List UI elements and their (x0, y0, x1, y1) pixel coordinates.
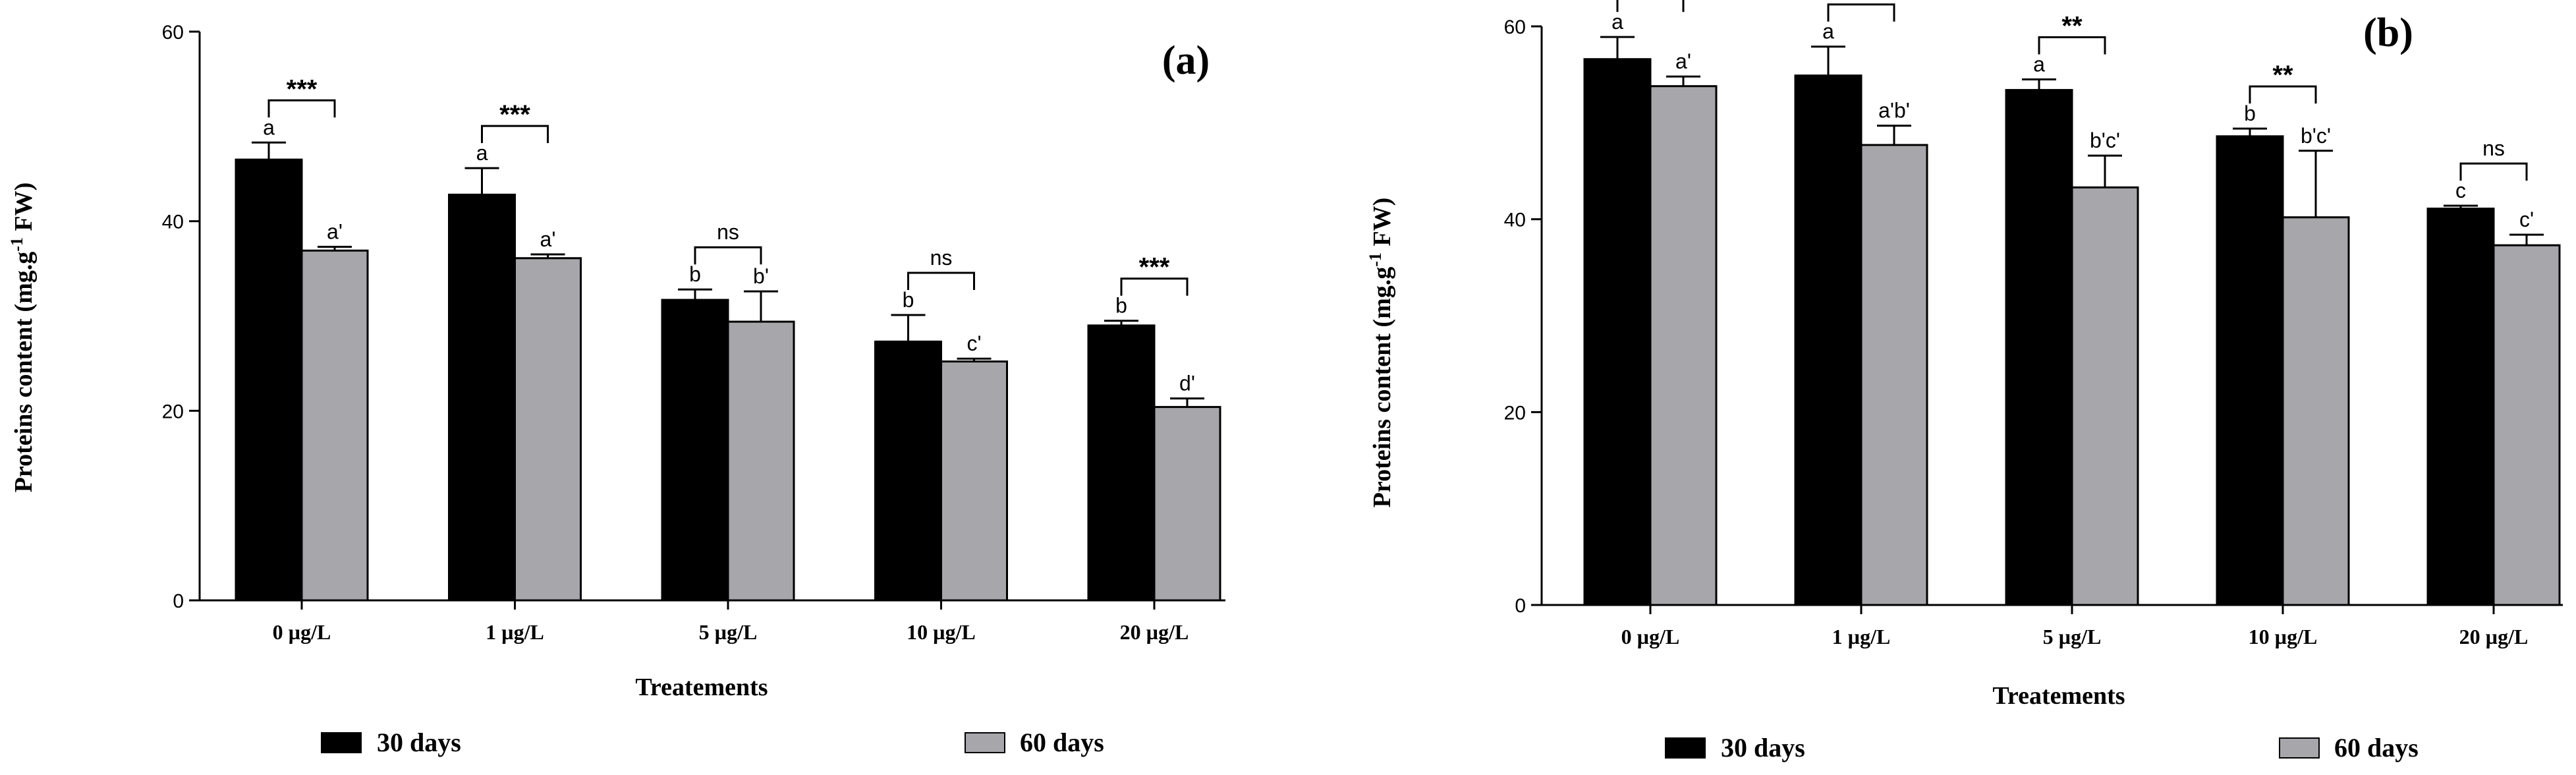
chart-a-y-tick-label: 0 (173, 590, 184, 612)
chart-b-letter-label: a (1611, 10, 1623, 34)
chart-a-significance-label: *** (1139, 253, 1170, 282)
chart-a-bar-60-days (727, 320, 795, 602)
chart-b-significance-label: * (1856, 0, 1866, 8)
chart-b-bar-30-days (2216, 135, 2284, 606)
legend-label-60-days: 60 days (1020, 728, 1104, 757)
chart-a-x-axis-label: Treatements (635, 674, 768, 701)
chart-a-y-tick-label: 60 (162, 22, 184, 43)
chart-panel-b: 0 20 40 60 0 µg/L a a' ns 1 µg/L a a'b' * 5 µg/L a b'c… (1366, 0, 2563, 710)
chart-b-panel-label: (b) (2363, 11, 2413, 55)
chart-b-bar-60-days (1649, 85, 1718, 606)
chart-b-y-tick-label: 0 (1515, 595, 1526, 617)
chart-b-x-axis-label: Treatements (1992, 682, 2125, 710)
chart-b-y-tick-label: 40 (1504, 210, 1526, 231)
chart-b-bar-60-days (2492, 244, 2561, 606)
legend-label-60-days: 60 days (2334, 733, 2419, 762)
chart-b-category-label: 10 µg/L (2249, 625, 2318, 648)
chart-b-letter-label: a (1822, 20, 1834, 43)
chart-b-bar-30-days (2005, 89, 2073, 606)
chart-a-letter-label: a (476, 141, 488, 165)
chart-b-letter-label: b'c' (2090, 129, 2120, 152)
chart-panel-a: 0 20 40 60 0 µg/L a a' *** 1 µg/L a a' *** 5 µg/L b b'… (7, 22, 1225, 701)
chart-b-category-label: 0 µg/L (1621, 625, 1680, 648)
chart-b-significance-bracket (1616, 0, 1685, 13)
chart-b-significance-label: ** (2272, 61, 2293, 90)
chart-a-bar-60-days (940, 360, 1008, 602)
legend-label-30-days: 30 days (1721, 733, 1805, 762)
chart-a-bar-60-days (514, 257, 582, 602)
chart-a-y-tick-label: 40 (162, 212, 184, 233)
chart-a-category-label: 0 µg/L (273, 620, 331, 644)
chart-b-bar-60-days (1860, 144, 1928, 606)
chart-a-category-label: 20 µg/L (1120, 620, 1189, 644)
chart-a-bar-60-days (1153, 406, 1221, 602)
chart-a-letter-label: b (903, 288, 914, 312)
chart-b-bar-30-days (1583, 58, 1652, 606)
chart-a-letter-label: a' (327, 220, 343, 244)
chart-a-bar-30-days (1087, 324, 1156, 602)
chart-a-letter-label: b (689, 262, 701, 286)
chart-b-significance-label: ** (2061, 11, 2083, 40)
chart-a-letter-label: a (263, 115, 275, 139)
chart-a-significance-label: *** (499, 100, 530, 129)
chart-a-y-axis-label: Proteins content (mg.g-1 FW) (7, 183, 38, 493)
chart-a-significance-label: ns (717, 220, 739, 244)
chart-a-category-label: 5 µg/L (699, 620, 758, 644)
chart-b-bar-60-days (2071, 186, 2139, 606)
chart-a-letter-label: a' (540, 227, 556, 251)
chart-b-significance-bracket (2038, 36, 2106, 55)
chart-a-category-label: 1 µg/L (486, 620, 544, 644)
chart-b-category-label: 20 µg/L (2459, 625, 2529, 648)
chart-b-significance-label: ns (2482, 136, 2505, 160)
chart-b-bar-30-days (1794, 74, 1862, 606)
chart-b-letter-label: a (2033, 52, 2045, 76)
chart-a-significance-label: ns (930, 246, 953, 270)
chart-b-letter-label: b'c' (2301, 124, 2331, 148)
chart-a-letter-label: b' (753, 264, 769, 288)
chart-a-panel-label: (a) (1162, 38, 1210, 83)
chart-a-category-label: 10 µg/L (907, 620, 976, 644)
chart-a-letter-label: b (1115, 294, 1127, 318)
chart-b-category-label: 1 µg/L (1832, 625, 1891, 648)
legend-swatch-30-days (321, 732, 362, 753)
chart-b-y-tick-label: 20 (1504, 402, 1526, 424)
chart-b-bar-60-days (2282, 216, 2350, 606)
legend-swatch-60-days (2279, 737, 2320, 759)
chart-a-significance-bracket (267, 99, 336, 118)
chart-a-significance-bracket (694, 246, 762, 265)
legend-a: 30 days 60 days (321, 728, 1104, 757)
chart-a-bar-60-days (300, 249, 369, 602)
chart-b-letter-label: c' (2519, 208, 2534, 231)
legend-swatch-30-days (1665, 737, 1706, 759)
chart-b-letter-label: c (2455, 179, 2466, 202)
chart-a-marks: 0 20 40 60 0 µg/L a a' *** 1 µg/L a a' *** 5 µg/L b b'… (162, 22, 1225, 644)
chart-a-bar-30-days (874, 340, 942, 602)
chart-b-letter-label: a' (1675, 49, 1691, 73)
chart-a-bar-30-days (661, 299, 729, 602)
chart-a-letter-label: c' (966, 331, 981, 355)
chart-b-letter-label: a'b' (1878, 99, 1910, 123)
chart-b-significance-bracket (1827, 3, 1895, 22)
chart-a-significance-bracket (1120, 277, 1189, 296)
chart-a-significance-bracket (481, 125, 549, 144)
legend-b: 30 days 60 days (1665, 733, 2419, 762)
chart-a-significance-label: *** (287, 74, 318, 103)
chart-b-bar-30-days (2426, 208, 2495, 606)
chart-b-y-tick-label: 60 (1504, 16, 1526, 38)
chart-a-letter-label: d' (1179, 372, 1195, 395)
chart-b-marks: 0 20 40 60 0 µg/L a a' ns 1 µg/L a a'b' * 5 µg/L a b'c… (1504, 0, 2563, 648)
chart-b-y-axis-label: Proteins content (mg.g-1 FW) (1366, 198, 1397, 508)
chart-a-significance-bracket (907, 272, 975, 291)
chart-b-significance-bracket (2459, 162, 2528, 181)
chart-a-y-tick-label: 20 (162, 401, 184, 422)
chart-b-category-label: 5 µg/L (2043, 625, 2102, 648)
chart-a-bar-30-days (448, 193, 516, 602)
chart-a-bar-30-days (235, 158, 303, 602)
legend-swatch-60-days (965, 732, 1005, 753)
chart-b-letter-label: b (2244, 101, 2256, 125)
legend-label-30-days: 30 days (377, 728, 461, 757)
chart-b-significance-bracket (2249, 85, 2317, 104)
